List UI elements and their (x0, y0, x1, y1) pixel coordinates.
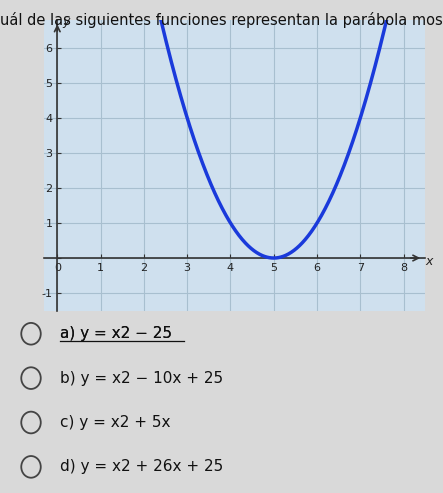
Text: y: y (62, 15, 70, 28)
Text: d) y = x2 + 26x + 25: d) y = x2 + 26x + 25 (60, 459, 223, 474)
Text: c) y = x2 + 5x: c) y = x2 + 5x (60, 415, 170, 430)
Text: a) y = x2 − 25: a) y = x2 − 25 (60, 326, 172, 341)
Text: x: x (425, 255, 433, 268)
Text: 17. ¿Cuál de las siguientes funciones representan la parábola mostrada?: 17. ¿Cuál de las siguientes funciones re… (0, 12, 443, 28)
Text: a) y = x2 − 25: a) y = x2 − 25 (60, 326, 172, 341)
Text: b) y = x2 − 10x + 25: b) y = x2 − 10x + 25 (60, 371, 223, 386)
